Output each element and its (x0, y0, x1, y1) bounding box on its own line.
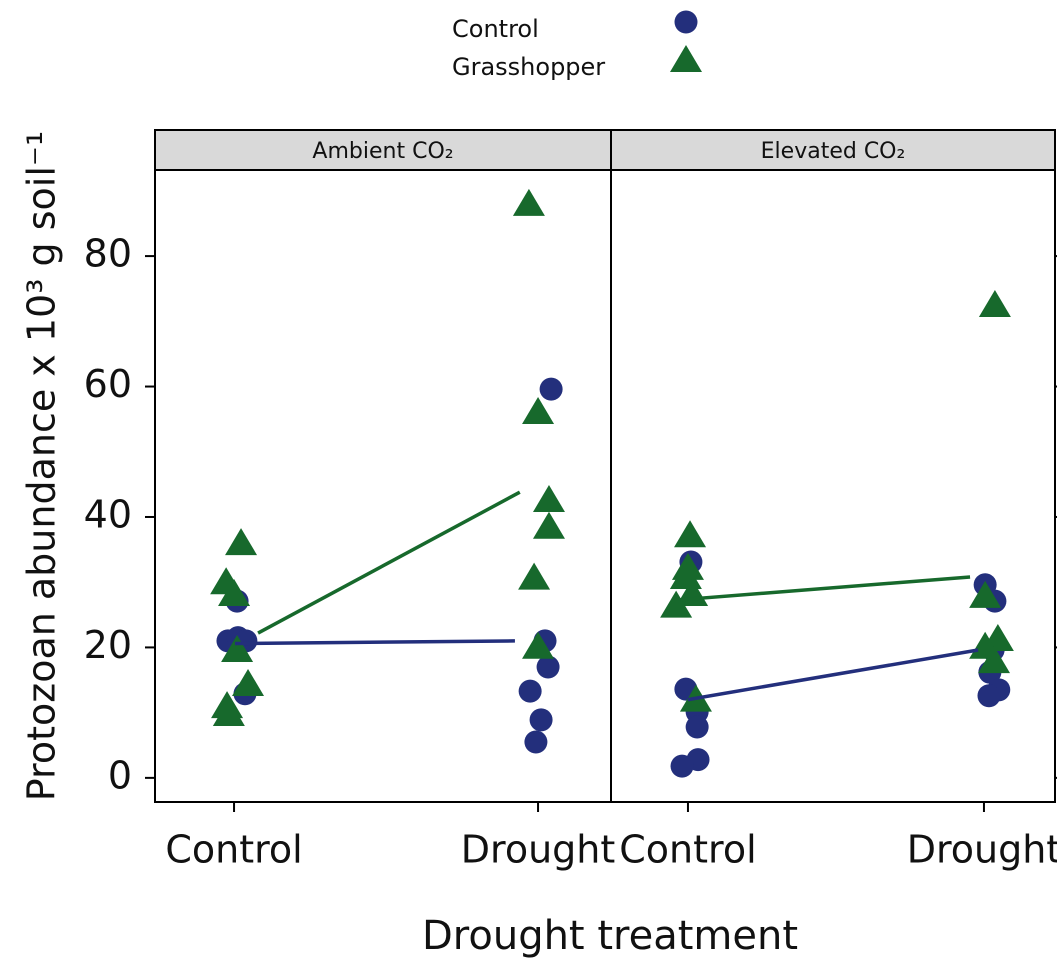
triangle-point (978, 646, 1011, 674)
strip (610, 129, 1056, 171)
y-tick-label: 40 (84, 492, 132, 536)
x-tick-label: Drought (461, 828, 616, 872)
triangle-point (532, 485, 565, 513)
legend-label: Grasshopper (452, 53, 605, 81)
triangle-point (532, 511, 565, 539)
y-tick-label: 0 (108, 753, 132, 797)
triangle-point (225, 528, 258, 556)
triangle-point (522, 631, 555, 659)
triangle-point (218, 578, 251, 606)
legend-marker (674, 10, 698, 34)
triangle-point (221, 635, 254, 663)
triangle-point (660, 590, 693, 618)
y-tick-label: 60 (84, 362, 132, 406)
mean-line (679, 575, 971, 602)
circle-point (539, 377, 563, 401)
mean-line (687, 648, 979, 702)
circle-point (670, 754, 694, 778)
y-axis-label: Protozoan abundance x 10³ g soil⁻¹ (20, 131, 64, 801)
x-tick-label: Drought (907, 828, 1057, 872)
circle-point (529, 708, 553, 732)
panel-title: Elevated CO₂ (761, 139, 906, 164)
x-tick-label: Control (619, 828, 756, 872)
triangle-point (512, 188, 545, 216)
triangle-point (969, 580, 1002, 608)
mean-line (257, 490, 521, 635)
triangle-point (522, 396, 555, 424)
legend-label: Control (452, 15, 539, 43)
circle-point (524, 730, 548, 754)
x-axis-label: Drought treatment (422, 913, 798, 959)
triangle-point (978, 290, 1011, 318)
triangle-point (518, 562, 551, 590)
panel-title: Ambient CO₂ (312, 139, 453, 164)
triangle-point (212, 698, 245, 726)
mean-line (234, 639, 515, 646)
legend-marker (670, 45, 702, 72)
y-tick-label: 20 (84, 623, 132, 667)
circle-point (977, 684, 1001, 708)
triangle-point (674, 520, 707, 548)
y-tick-label: 80 (84, 232, 132, 276)
circle-point (518, 679, 542, 703)
circle-point (536, 655, 560, 679)
triangle-point (232, 668, 265, 696)
circle-point (685, 715, 709, 739)
panel (610, 169, 1056, 803)
x-tick-label: Control (165, 828, 302, 872)
